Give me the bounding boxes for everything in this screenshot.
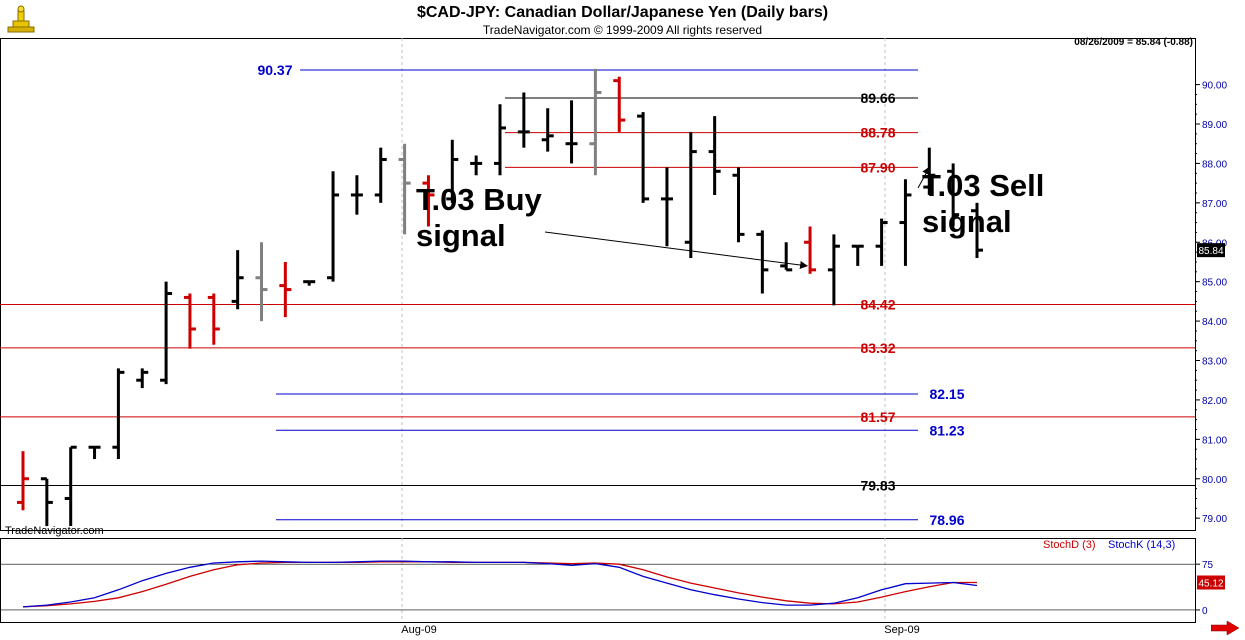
signal-annotation: T.03 Buy	[416, 182, 543, 217]
level-label: 81.57	[860, 409, 895, 425]
level-label: 78.96	[929, 512, 964, 528]
stoch-k-legend: StochK (14,3)	[1108, 539, 1176, 551]
indicator-tick-label: 0	[1202, 606, 1208, 617]
y-tick-label: 80.00	[1202, 475, 1227, 486]
chart-title: $CAD-JPY: Canadian Dollar/Japanese Yen (…	[416, 4, 829, 21]
x-tick-label: Sep-09	[884, 624, 919, 636]
y-tick-label: 87.00	[1202, 199, 1227, 210]
last-price-label: 85.84	[1198, 246, 1223, 257]
scroll-right-arrow-icon[interactable]	[1211, 621, 1239, 635]
level-label: 79.83	[860, 477, 895, 493]
last-price-marker	[1197, 243, 1225, 258]
y-tick-label: 88.00	[1202, 159, 1227, 170]
y-tick-label: 84.00	[1202, 317, 1227, 328]
stoch-d-legend: StochD (3)	[1043, 539, 1096, 551]
indicator-tick-label: 75	[1202, 560, 1214, 571]
y-tick-label: 81.00	[1202, 435, 1227, 446]
y-tick-label: 83.00	[1202, 357, 1227, 368]
y-tick-label: 79.00	[1202, 514, 1227, 525]
trade-navigator-logo-icon	[7, 5, 35, 33]
level-label: 89.66	[860, 90, 895, 106]
level-label: 88.78	[860, 125, 895, 141]
level-label: 82.15	[929, 386, 964, 402]
price-panel-frame	[0, 38, 1196, 531]
y-tick-label: 82.00	[1202, 396, 1227, 407]
last-quote: 08/26/2009 = 85.84 (-0.88)	[1074, 37, 1193, 48]
x-tick-label: Aug-09	[401, 624, 436, 636]
stoch-series-line	[22, 561, 977, 608]
chart-header: $CAD-JPY: Canadian Dollar/Japanese Yen (…	[0, 0, 1245, 38]
signal-annotation: signal	[922, 204, 1012, 239]
y-tick-label: 90.00	[1202, 81, 1227, 92]
signal-annotation: T.03 Sell	[922, 168, 1044, 203]
last-stoch-marker	[1197, 575, 1225, 590]
signal-annotation: signal	[416, 218, 506, 253]
indicator-panel-frame	[0, 538, 1196, 623]
level-label: 83.32	[860, 340, 895, 356]
level-label: 81.23	[929, 422, 964, 438]
level-label: 84.42	[860, 297, 895, 313]
y-tick-label: 89.00	[1202, 120, 1227, 131]
stoch-series-line	[22, 560, 978, 608]
level-label: 87.90	[860, 159, 895, 175]
copyright-subtitle: TradeNavigator.com © 1999-2009 All right…	[482, 23, 763, 37]
signal-arrow	[917, 166, 930, 189]
level-label: 90.37	[257, 62, 292, 78]
signal-arrow	[544, 231, 809, 269]
brand-watermark: TradeNavigator.com	[5, 525, 104, 537]
y-tick-label: 85.00	[1202, 278, 1227, 289]
last-stoch-label: 45.12	[1198, 579, 1223, 590]
